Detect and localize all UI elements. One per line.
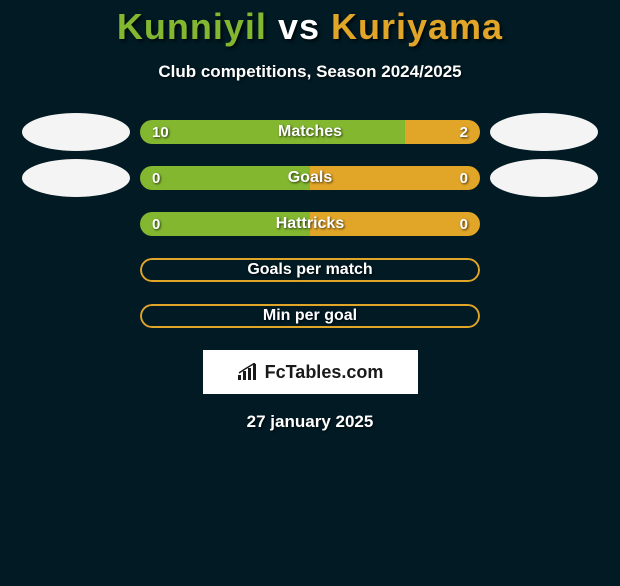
avatar-right (490, 113, 598, 151)
bar-right-fill (405, 120, 480, 144)
page-title: Kunniyil vs Kuriyama (0, 6, 620, 48)
comparison-infographic: Kunniyil vs Kuriyama Club competitions, … (0, 6, 620, 586)
stat-row: 102Matches (0, 120, 620, 144)
bar-left-fill (140, 212, 310, 236)
title-left: Kunniyil (117, 6, 267, 47)
brand-text: FcTables.com (237, 362, 384, 383)
stat-bar: 00Goals (140, 166, 480, 190)
stat-bar: 00Hattricks (140, 212, 480, 236)
stat-value-left: 0 (152, 166, 160, 190)
stat-value-right: 0 (460, 166, 468, 190)
bar-empty-outline (140, 304, 480, 328)
avatar-left (22, 113, 130, 151)
stat-bar: 102Matches (140, 120, 480, 144)
stat-value-left: 10 (152, 120, 169, 144)
bar-left-fill (140, 120, 405, 144)
bar-left-fill (140, 166, 310, 190)
chart-icon (237, 363, 259, 381)
stat-row: Goals per match (0, 258, 620, 282)
stat-value-right: 2 (460, 120, 468, 144)
bar-right-fill (310, 166, 480, 190)
brand-label: FcTables.com (265, 362, 384, 383)
subtitle: Club competitions, Season 2024/2025 (0, 62, 620, 82)
stat-bar: Goals per match (140, 258, 480, 282)
bar-right-fill (310, 212, 480, 236)
bar-empty-outline (140, 258, 480, 282)
avatar-left (22, 159, 130, 197)
avatar-right (490, 159, 598, 197)
title-right: Kuriyama (331, 6, 503, 47)
stat-row: Min per goal (0, 304, 620, 328)
stats-area: 102Matches00Goals00HattricksGoals per ma… (0, 120, 620, 328)
stat-bar: Min per goal (140, 304, 480, 328)
stat-value-right: 0 (460, 212, 468, 236)
brand-box: FcTables.com (203, 350, 418, 394)
stat-row: 00Hattricks (0, 212, 620, 236)
stat-row: 00Goals (0, 166, 620, 190)
title-vs: vs (278, 6, 320, 47)
date-line: 27 january 2025 (0, 412, 620, 432)
stat-value-left: 0 (152, 212, 160, 236)
